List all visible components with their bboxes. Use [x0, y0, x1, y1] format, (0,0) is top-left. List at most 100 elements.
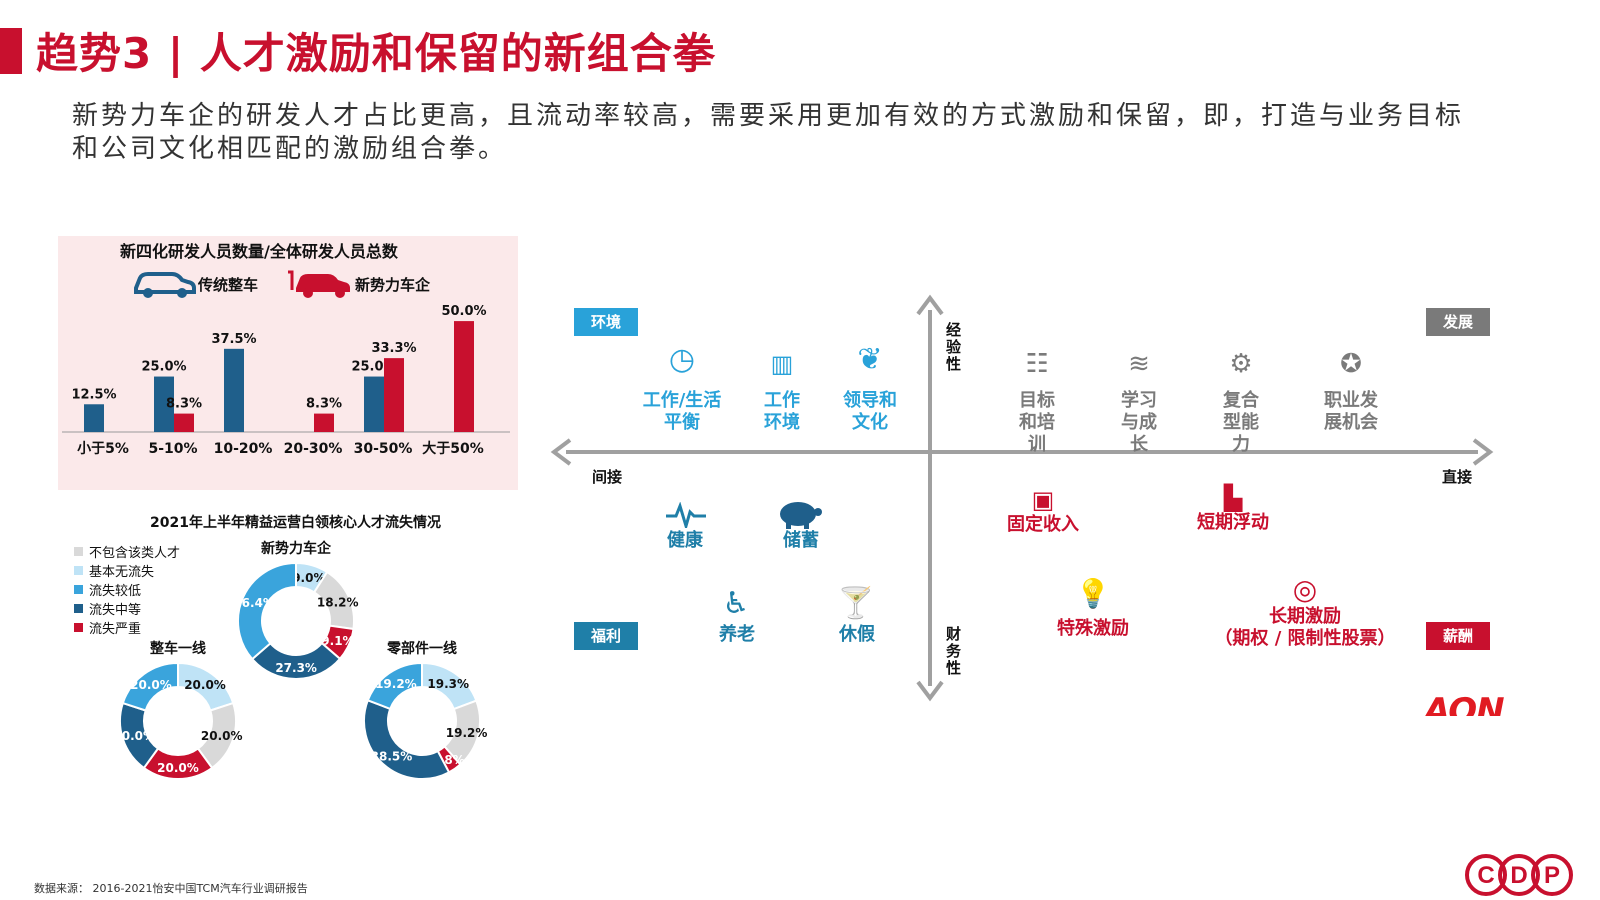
bar-traditional	[154, 376, 174, 432]
laurel-icon: ❦	[857, 342, 883, 377]
donut-value-label: 20.0%	[130, 678, 172, 692]
factor-vacation: 休假	[839, 624, 875, 645]
bar-chart-icon: ▙	[1223, 484, 1243, 512]
legend-swatch	[74, 566, 83, 575]
car-icon	[134, 272, 196, 298]
donut-value-label: 27.3%	[275, 661, 317, 675]
factor-composite-ability: 复合型能力	[1223, 390, 1259, 455]
factor-career-opportunity: 职业发展机会	[1324, 390, 1378, 433]
bar-value-label: 12.5%	[71, 387, 116, 402]
legend-label-traditional: 传统整车	[198, 276, 259, 294]
donut-title: 零部件一线	[386, 640, 457, 657]
factor-learning-growth: 学习与成长	[1121, 390, 1157, 455]
donut-title: 整车一线	[149, 640, 206, 657]
factor-leadership-culture: 领导和文化	[843, 390, 897, 433]
clock-icon: ◷	[668, 342, 696, 377]
bar-chart-panel	[58, 236, 518, 490]
factor-pension: 养老	[719, 624, 755, 645]
corner-label-environment: 环境	[574, 308, 638, 336]
bar-new-force	[384, 358, 404, 432]
office-icon: ▥	[770, 350, 794, 378]
donut-value-label: 19.2%	[375, 677, 417, 691]
matrix-axes	[550, 294, 1494, 702]
award-icon: ✪	[1340, 349, 1362, 379]
legend-text: 流失中等	[89, 603, 142, 618]
heartbeat-icon	[666, 502, 706, 528]
donut-value-label: 20.0%	[157, 761, 199, 775]
donut-legend-item: 流失严重	[74, 618, 180, 637]
bar-value-label: 37.5%	[211, 332, 256, 347]
donut-value-label: 36.4%	[233, 596, 275, 610]
donut-value-label: 20.0%	[113, 729, 155, 743]
cdp-letter-d: D	[1510, 862, 1527, 889]
donut-charts: 新势力车企 9.0% 18.2% 9.1% 27.3% 36.4% 整车一线 20.0% 20.…	[113, 540, 488, 780]
bar-category-label: 5-10%	[148, 441, 197, 457]
bar-new-force	[314, 413, 334, 432]
bar-value-label: 8.3%	[166, 397, 202, 412]
electric-car-icon	[288, 270, 350, 298]
bar-new-force	[174, 413, 194, 432]
bar-chart-title: 新四化研发人员数量/全体研发人员总数	[120, 242, 398, 261]
legend-swatch	[74, 623, 83, 632]
source-note: 数据来源： 2016-2021怡安中国TCM汽车行业调研报告	[34, 882, 308, 895]
donut-value-label: 19.2%	[446, 726, 488, 740]
donut-slice	[366, 661, 423, 711]
legend-swatch	[74, 547, 83, 556]
factor-long-term-incentive: 长期激励 （期权 / 限制性股票）	[1214, 606, 1396, 649]
bar-category-label: 10-20%	[214, 441, 273, 457]
donut-slice	[121, 661, 179, 712]
factor-savings: 储蓄	[783, 530, 819, 551]
factor-fixed-income: 固定收入	[1007, 514, 1079, 535]
axis-label-left: 间接	[592, 468, 623, 486]
elderly-icon: ♿	[722, 586, 750, 621]
cdp-letter-c: C	[1477, 862, 1494, 889]
legend-text: 不包含该类人才	[89, 546, 181, 561]
bar-value-label: 33.3%	[371, 341, 416, 356]
donut-legend: 不包含该类人才 基本无流失流失较低流失中等 流失严重	[74, 542, 180, 637]
title-accent-bar	[0, 28, 22, 74]
bar-chart: 小于5% 12.5% 5-10% 25.0% 8.3% 10-20% 37.5% 20-30%…	[62, 304, 510, 457]
axis-label-bottom: 财务性	[946, 625, 962, 677]
cdp-letter-p: P	[1544, 862, 1560, 889]
books-icon: ≋	[1128, 349, 1150, 379]
legend-text: 基本无流失	[89, 565, 155, 580]
bar-value-label: 50.0%	[441, 304, 486, 319]
donut-value-label: 9.0%	[292, 571, 325, 585]
bar-category-label: 大于50%	[422, 440, 484, 457]
cdp-logo: C D P	[1465, 854, 1573, 896]
bar-category-label: 小于5%	[77, 441, 129, 457]
donut-value-label: 9.1%	[321, 634, 354, 648]
donut-value-label: 20.0%	[184, 678, 226, 692]
donut-title: 新势力车企	[261, 540, 332, 557]
corner-label-pay: 薪酬	[1426, 622, 1490, 650]
donut-value-label: 20.0%	[201, 729, 243, 743]
factor-health: 健康	[667, 530, 703, 551]
page-title: 趋势3 | 人才激励和保留的新组合拳	[36, 29, 716, 78]
bar-category-label: 30-50%	[354, 441, 413, 457]
factor-work-environment: 工作环境	[764, 390, 800, 433]
bar-traditional	[84, 404, 104, 432]
factor-special-incentive: 特殊激励	[1057, 618, 1129, 639]
donut-value-label: 38.5%	[371, 749, 413, 763]
bar-category-label: 20-30%	[284, 441, 343, 457]
legend-text: 流失较低	[89, 584, 142, 599]
aon-logo: AON	[1424, 694, 1504, 716]
cocktail-icon: 🍸	[837, 586, 875, 621]
target-icon: ◎	[1292, 573, 1318, 606]
donut-legend-item: 不包含该类人才	[74, 542, 180, 561]
checklist-icon: ☷	[1025, 349, 1049, 379]
donut-legend-item: 基本无流失	[74, 561, 180, 580]
axis-label-top: 经验性	[946, 321, 962, 373]
legend-swatch	[74, 604, 83, 613]
donut-slice	[237, 561, 297, 661]
donut-legend-item: 流失较低	[74, 580, 180, 599]
factor-work-life-balance: 工作/生活平衡	[642, 390, 722, 433]
donut-value-label: 18.2%	[317, 596, 359, 610]
skills-icon: ⚙	[1229, 349, 1253, 379]
corner-label-benefits: 福利	[574, 622, 638, 650]
bar-traditional	[224, 348, 244, 432]
corner-label-development: 发展	[1426, 308, 1490, 336]
wallet-icon: ▣	[1031, 486, 1055, 514]
factor-goals-training: 目标和培训	[1019, 390, 1055, 455]
bar-value-label: 25.0%	[141, 360, 186, 375]
